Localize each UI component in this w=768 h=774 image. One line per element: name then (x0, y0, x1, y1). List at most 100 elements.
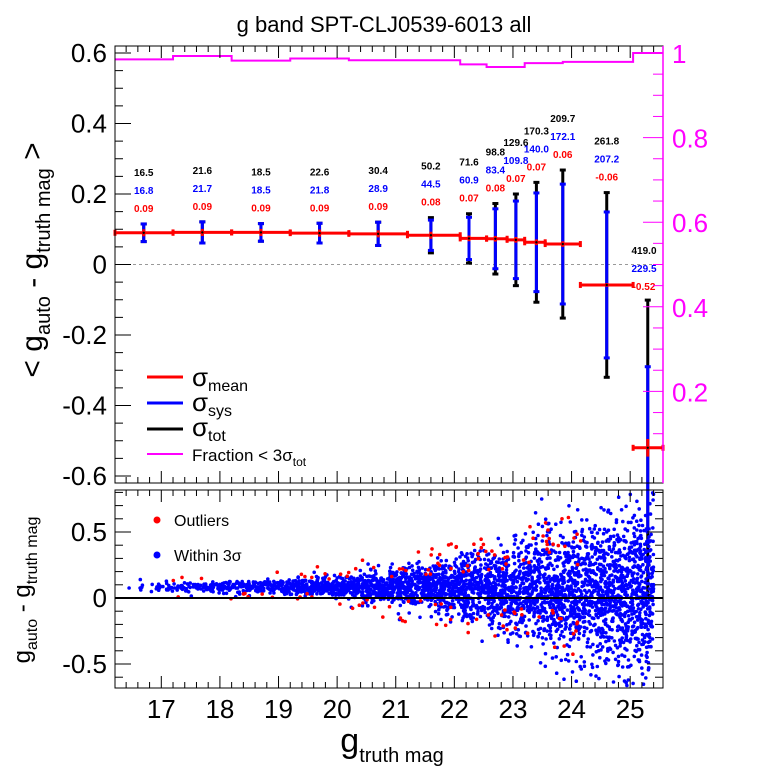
within-point (640, 632, 645, 637)
within-point (610, 555, 614, 559)
within-point (492, 555, 497, 560)
within-point (495, 569, 499, 573)
within-point (487, 623, 492, 627)
outlier-point (429, 553, 434, 557)
within-point (600, 626, 604, 631)
within-point (545, 556, 549, 561)
within-point (638, 529, 643, 533)
within-point (618, 641, 623, 645)
outlier-point (426, 568, 431, 572)
legend-item-sigma-tot: σtot (147, 412, 226, 445)
within-point (624, 504, 628, 509)
within-point (580, 529, 584, 534)
within-point (127, 586, 131, 590)
bin-11 (578, 191, 635, 379)
within-point (641, 562, 645, 567)
within-point (444, 558, 449, 563)
within-point (407, 565, 412, 570)
within-point (579, 592, 584, 597)
within-point (575, 573, 579, 577)
within-point (334, 591, 338, 596)
outlier-point (547, 550, 552, 555)
within-point (587, 526, 592, 531)
within-point (604, 539, 609, 543)
within-point (592, 536, 597, 540)
within-point (646, 570, 650, 574)
within-point (505, 623, 509, 627)
within-point (606, 603, 610, 607)
y-tick-label: -0.6 (62, 461, 107, 491)
within-point (580, 580, 585, 584)
within-point (597, 585, 602, 590)
bin-1 (171, 220, 234, 245)
within-point (547, 590, 552, 594)
within-point (605, 563, 610, 567)
within-point (647, 613, 652, 618)
outlier-point (404, 568, 408, 573)
within-point (517, 589, 522, 594)
within-point (161, 584, 165, 589)
within-point (435, 581, 440, 585)
within-point (343, 579, 347, 583)
within-point (631, 606, 636, 610)
within-point (633, 581, 637, 585)
within-point (191, 585, 196, 589)
within-point (640, 672, 645, 676)
within-point (471, 576, 475, 580)
within-point (172, 582, 176, 586)
outlier-point (454, 544, 459, 549)
outlier-point (474, 617, 479, 622)
within-point (574, 614, 578, 619)
within-point (555, 578, 560, 583)
within-point (150, 582, 154, 587)
within-point (521, 590, 525, 594)
within-point (489, 590, 494, 595)
within-point (460, 592, 465, 596)
within-point (524, 601, 529, 606)
y-tick-label: 0 (93, 583, 107, 613)
within-point (245, 588, 249, 593)
within-point (256, 586, 261, 590)
within-point (574, 679, 579, 683)
within-point (287, 578, 292, 582)
within-point (590, 555, 594, 559)
within-point (635, 554, 639, 559)
within-point (580, 556, 584, 561)
within-point (473, 579, 477, 584)
outlier-point (575, 562, 580, 567)
within-point (496, 591, 501, 596)
within-point (598, 655, 602, 660)
within-point (450, 574, 455, 579)
within-point (487, 582, 491, 587)
within-point (648, 639, 652, 643)
within-point (621, 534, 626, 539)
within-point (492, 608, 496, 613)
mean-point (318, 231, 321, 235)
within-point (631, 540, 636, 544)
within-point (219, 587, 224, 592)
within-point (597, 555, 602, 559)
within-point (505, 578, 509, 583)
within-point (487, 574, 491, 578)
within-point (641, 590, 646, 595)
within-point (514, 621, 518, 626)
within-point (526, 545, 530, 549)
within-point (626, 609, 630, 614)
within-point (568, 554, 572, 558)
within-point (388, 565, 393, 570)
within-point (360, 582, 365, 586)
within-point (525, 608, 530, 613)
within-point (527, 618, 531, 622)
within-point (646, 621, 651, 625)
within-point (644, 645, 649, 650)
within-point (558, 533, 563, 538)
outlier-point (299, 572, 304, 577)
within-point (635, 637, 639, 641)
within-point (462, 603, 466, 607)
within-point (476, 571, 480, 575)
within-point (631, 565, 635, 570)
within-point (515, 608, 520, 612)
within-point (407, 611, 412, 615)
within-point (641, 570, 646, 575)
within-point (584, 598, 589, 602)
